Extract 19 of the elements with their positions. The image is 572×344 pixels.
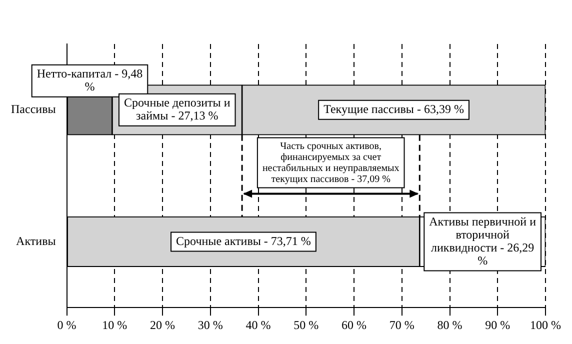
y-tick-label: Пассивы <box>11 102 56 116</box>
x-tick-label: 80 % <box>437 318 462 332</box>
x-tick-label: 10 % <box>102 318 128 332</box>
annotation: Срочные активы - 73,71 % <box>176 234 311 248</box>
x-tick-label: 20 % <box>150 318 176 332</box>
annotation: Часть срочных активов, финансируемых за счет нестабильных и неуправляемых текущих пассивов - 37,09 % <box>262 140 400 185</box>
annotation: Нетто-капитал - 9,48 % <box>36 66 143 94</box>
x-tick-label: 30 % <box>198 318 223 332</box>
x-tick-label: 90 % <box>485 318 510 332</box>
annotation: Срочные депозиты и займы - 27,13 % <box>124 96 231 123</box>
x-tick-label: 70 % <box>389 318 414 332</box>
annotation: Текущие пассивы - 63,39 % <box>324 102 464 116</box>
x-tick-label: 50 % <box>294 318 319 332</box>
x-tick-label: 60 % <box>342 318 367 332</box>
x-tick-label: 100 % <box>530 318 561 332</box>
x-tick-label: 0 % <box>57 318 76 332</box>
x-tick-label: 40 % <box>246 318 271 332</box>
y-tick-label: Активы <box>16 234 56 248</box>
annotation: Активы первичной и вторичной ликвидности - 26,29 % <box>429 214 537 268</box>
